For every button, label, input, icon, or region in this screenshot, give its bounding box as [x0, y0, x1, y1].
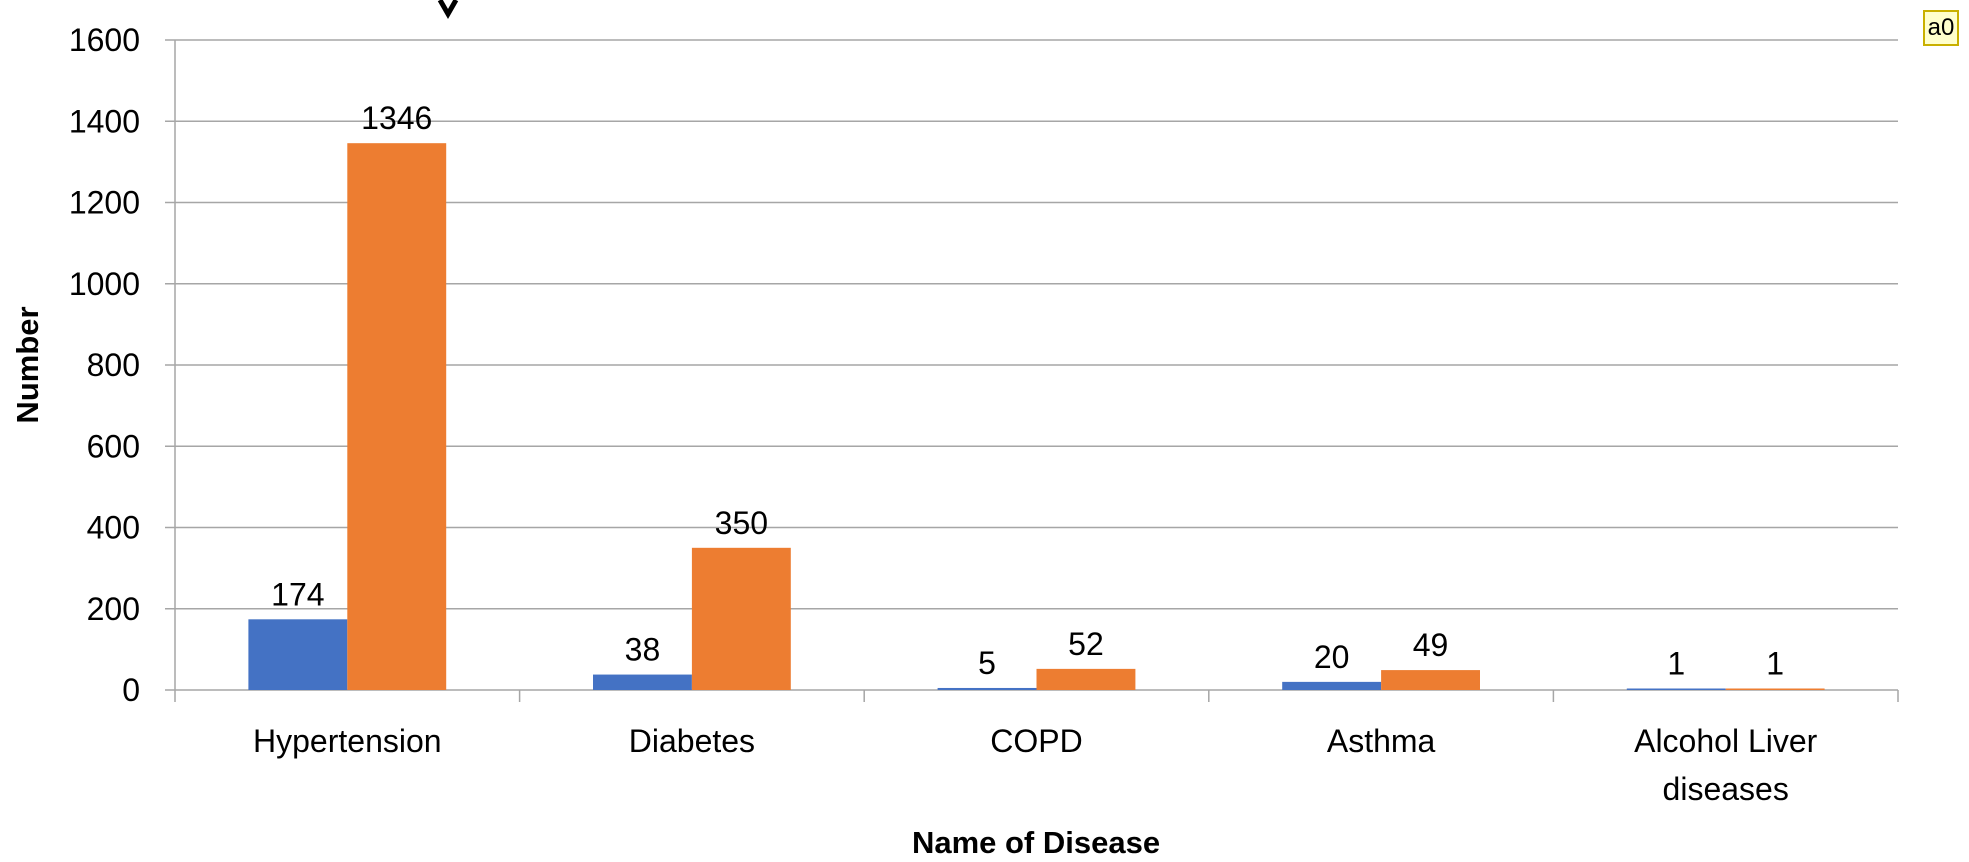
x-axis-title: Name of Disease — [912, 825, 1160, 860]
x-tick-label: COPD — [990, 723, 1082, 759]
gridlines — [175, 39, 1898, 610]
labels: 0 200 400 600 800 1000 1200 1400 1600 174 1346 Hype… — [69, 22, 1818, 807]
data-label: 20 — [1314, 639, 1350, 675]
y-tick-label: 800 — [87, 347, 140, 383]
x-tick-label: Asthma — [1327, 723, 1436, 759]
bars — [248, 143, 1825, 690]
bar — [1036, 668, 1136, 690]
bar — [1381, 670, 1481, 690]
bar — [1725, 688, 1825, 690]
data-label: 1 — [1766, 646, 1784, 682]
chart-title-fragment — [437, 0, 459, 20]
data-label: 5 — [978, 645, 996, 681]
y-tick-label: 400 — [87, 510, 140, 546]
y-tick-label: 1000 — [69, 266, 140, 302]
bar — [248, 619, 348, 690]
bar — [592, 674, 692, 690]
x-tick-label: diseases — [1663, 771, 1789, 807]
data-label: 52 — [1068, 626, 1104, 662]
bar — [1282, 681, 1382, 690]
y-tick-label: 1600 — [69, 22, 140, 58]
x-tick-label: Diabetes — [629, 723, 755, 759]
data-label: 174 — [271, 576, 324, 612]
data-label: 1 — [1667, 646, 1685, 682]
annotation-badge: a0 — [1923, 10, 1959, 46]
y-tick-label: 200 — [87, 591, 140, 627]
y-axis-title: Number — [10, 306, 45, 423]
y-tick-label: 600 — [87, 428, 140, 464]
y-tick-label: 1200 — [69, 185, 140, 221]
x-tick-label: Hypertension — [253, 723, 442, 759]
bar — [691, 547, 791, 690]
y-tick-label: 1400 — [69, 103, 140, 139]
data-label: 49 — [1413, 627, 1449, 663]
x-tick-label: Alcohol Liver — [1634, 723, 1818, 759]
data-label: 1346 — [361, 100, 432, 136]
title-cropped-glyph — [437, 0, 459, 20]
bar — [347, 143, 447, 690]
data-label: 350 — [715, 505, 768, 541]
bar — [1626, 688, 1726, 690]
data-label: 38 — [625, 632, 661, 668]
bar — [937, 687, 1037, 690]
y-tick-label: 0 — [122, 672, 140, 708]
